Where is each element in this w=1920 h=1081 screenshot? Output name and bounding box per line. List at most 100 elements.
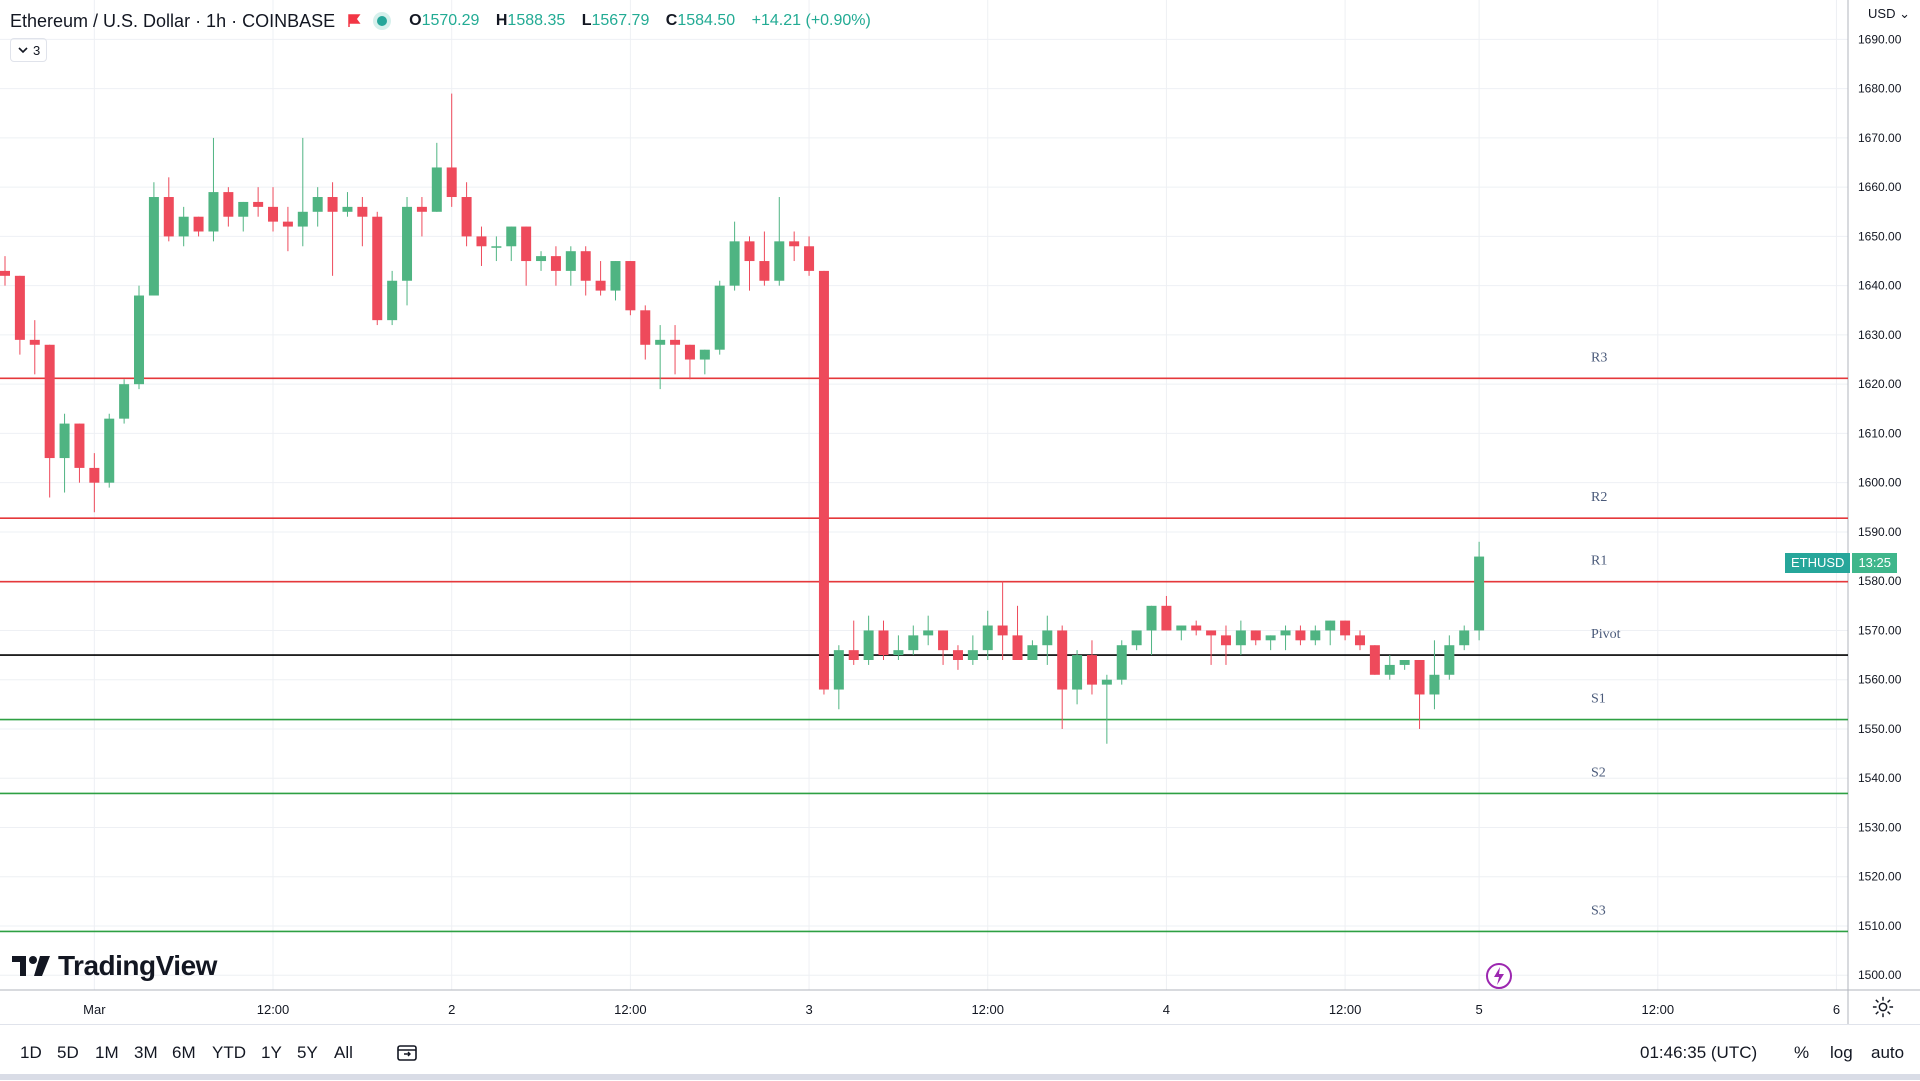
candle-body [863, 630, 874, 660]
candle-body [1414, 660, 1425, 695]
log-toggle[interactable]: log [1830, 1043, 1853, 1062]
candle-body [1131, 630, 1142, 646]
candle-body [387, 280, 398, 321]
candle-body [14, 275, 25, 340]
candle-body [1354, 635, 1365, 646]
candle-body [1012, 635, 1023, 660]
price-tick-label: 1540.00 [1858, 771, 1902, 785]
candle-body [1474, 556, 1485, 631]
time-tick-label: 6 [1833, 1002, 1840, 1017]
candle-body [938, 630, 949, 651]
time-tick-label: 4 [1163, 1002, 1170, 1017]
candle-body [1265, 635, 1276, 641]
range-6m[interactable]: 6M [172, 1043, 196, 1062]
indicator-count: 3 [33, 42, 41, 58]
candle-body [625, 261, 636, 311]
time-tick-label: 12:00 [614, 1002, 647, 1017]
brand-name: TradingView [58, 950, 217, 981]
level-label-pivot: Pivot [1591, 627, 1621, 642]
candle-body [878, 630, 889, 656]
candle-body [104, 418, 115, 483]
candle-body [446, 167, 457, 198]
utc-clock[interactable]: 01:46:35 (UTC) [1640, 1043, 1758, 1062]
candle-body [1384, 664, 1395, 675]
candle-body [1280, 630, 1291, 636]
candle-body [312, 197, 323, 212]
price-tick-label: 1530.00 [1858, 820, 1902, 834]
candle-body [1027, 645, 1038, 660]
range-1m[interactable]: 1M [95, 1043, 119, 1062]
level-label-r1: R1 [1591, 554, 1607, 569]
candle-body [461, 197, 472, 237]
candle-body [253, 201, 264, 207]
indicators-toggle[interactable]: 3 [10, 38, 48, 62]
candle-body [506, 226, 517, 247]
range-5y[interactable]: 5Y [297, 1043, 318, 1062]
candle-body [1116, 645, 1127, 680]
time-tick-label: 2 [448, 1002, 455, 1017]
price-tick-label: 1690.00 [1858, 32, 1902, 46]
range-3m[interactable]: 3M [134, 1043, 158, 1062]
range-1y[interactable]: 1Y [261, 1043, 282, 1062]
open-value: 1570.29 [421, 12, 480, 29]
range-1d[interactable]: 1D [20, 1043, 42, 1062]
currency-select[interactable]: USD ⌄ [1868, 6, 1910, 21]
candle-body [714, 285, 725, 350]
candle-body [342, 206, 353, 212]
date-range-icon[interactable] [396, 1043, 418, 1063]
range-5d[interactable]: 5D [57, 1043, 79, 1062]
candle-body [565, 251, 576, 271]
time-tick-label: 12:00 [257, 1002, 290, 1017]
candle-body [833, 650, 844, 690]
flag-icon[interactable] [347, 14, 361, 28]
candle-body [193, 216, 204, 232]
candle-body [163, 197, 174, 237]
candle-body [491, 246, 502, 248]
candle-body [1429, 674, 1440, 695]
candle-body [357, 206, 368, 217]
time-tick-label: 12:00 [971, 1002, 1004, 1017]
price-tick-label: 1580.00 [1858, 574, 1902, 588]
candle-body [1191, 625, 1202, 631]
settings-gear-icon[interactable] [1872, 996, 1894, 1018]
bottom-strip [0, 1074, 1920, 1080]
lightning-icon[interactable] [1485, 962, 1513, 990]
candle-body [297, 211, 308, 227]
candle-body [1086, 655, 1097, 685]
auto-toggle[interactable]: auto [1871, 1043, 1905, 1062]
price-tick-label: 1500.00 [1858, 968, 1902, 982]
price-tick-label: 1660.00 [1858, 180, 1902, 194]
price-tick-label: 1570.00 [1858, 623, 1902, 637]
candle-body [1369, 645, 1380, 675]
candle-body [818, 270, 829, 690]
candle-body [744, 241, 755, 262]
candle-body [1250, 630, 1261, 641]
candle-body [640, 310, 651, 345]
candle-body [402, 206, 413, 281]
candle-body [1325, 620, 1336, 631]
candle-body [997, 625, 1008, 636]
price-tick-label: 1520.00 [1858, 870, 1902, 884]
candle-body [134, 295, 145, 385]
percent-toggle[interactable]: % [1794, 1043, 1810, 1062]
candle-body [1459, 630, 1470, 646]
candle-body [1235, 630, 1246, 646]
candle-body [208, 192, 219, 232]
market-status-icon [377, 16, 388, 26]
candle-body [416, 206, 427, 212]
tradingview-logo[interactable]: TradingView [12, 950, 217, 982]
range-ytd[interactable]: YTD [212, 1043, 246, 1062]
candle-body [1444, 645, 1455, 675]
symbol-title[interactable]: Ethereum / U.S. Dollar · 1h · COINBASE [10, 10, 336, 31]
range-all[interactable]: All [334, 1043, 353, 1062]
chart-header: Ethereum / U.S. Dollar · 1h · COINBASE O… [10, 8, 877, 34]
candle-body [282, 221, 293, 227]
candle-body [223, 192, 234, 217]
candle-body [119, 384, 130, 419]
low-value: 1567.79 [591, 12, 650, 29]
price-tick-label: 1640.00 [1858, 279, 1902, 293]
candle-body [1101, 679, 1112, 685]
price-tick-label: 1620.00 [1858, 377, 1902, 391]
bottom-toolbar: 1D 5D 1M 3M 6M YTD 1Y 5Y All 01:46:35 (U… [0, 1024, 1920, 1081]
